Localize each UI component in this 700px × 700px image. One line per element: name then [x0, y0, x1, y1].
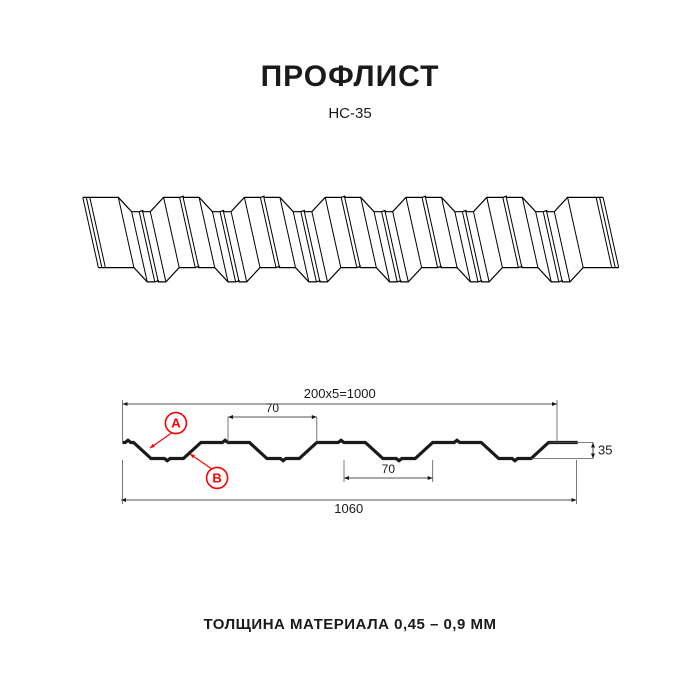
- svg-text:A: A: [171, 416, 181, 431]
- svg-text:70: 70: [382, 462, 396, 476]
- svg-text:70: 70: [266, 401, 280, 415]
- svg-text:1060: 1060: [334, 501, 363, 516]
- svg-text:200х5=1000: 200х5=1000: [304, 386, 376, 401]
- svg-text:35: 35: [598, 443, 612, 458]
- svg-text:B: B: [212, 470, 221, 485]
